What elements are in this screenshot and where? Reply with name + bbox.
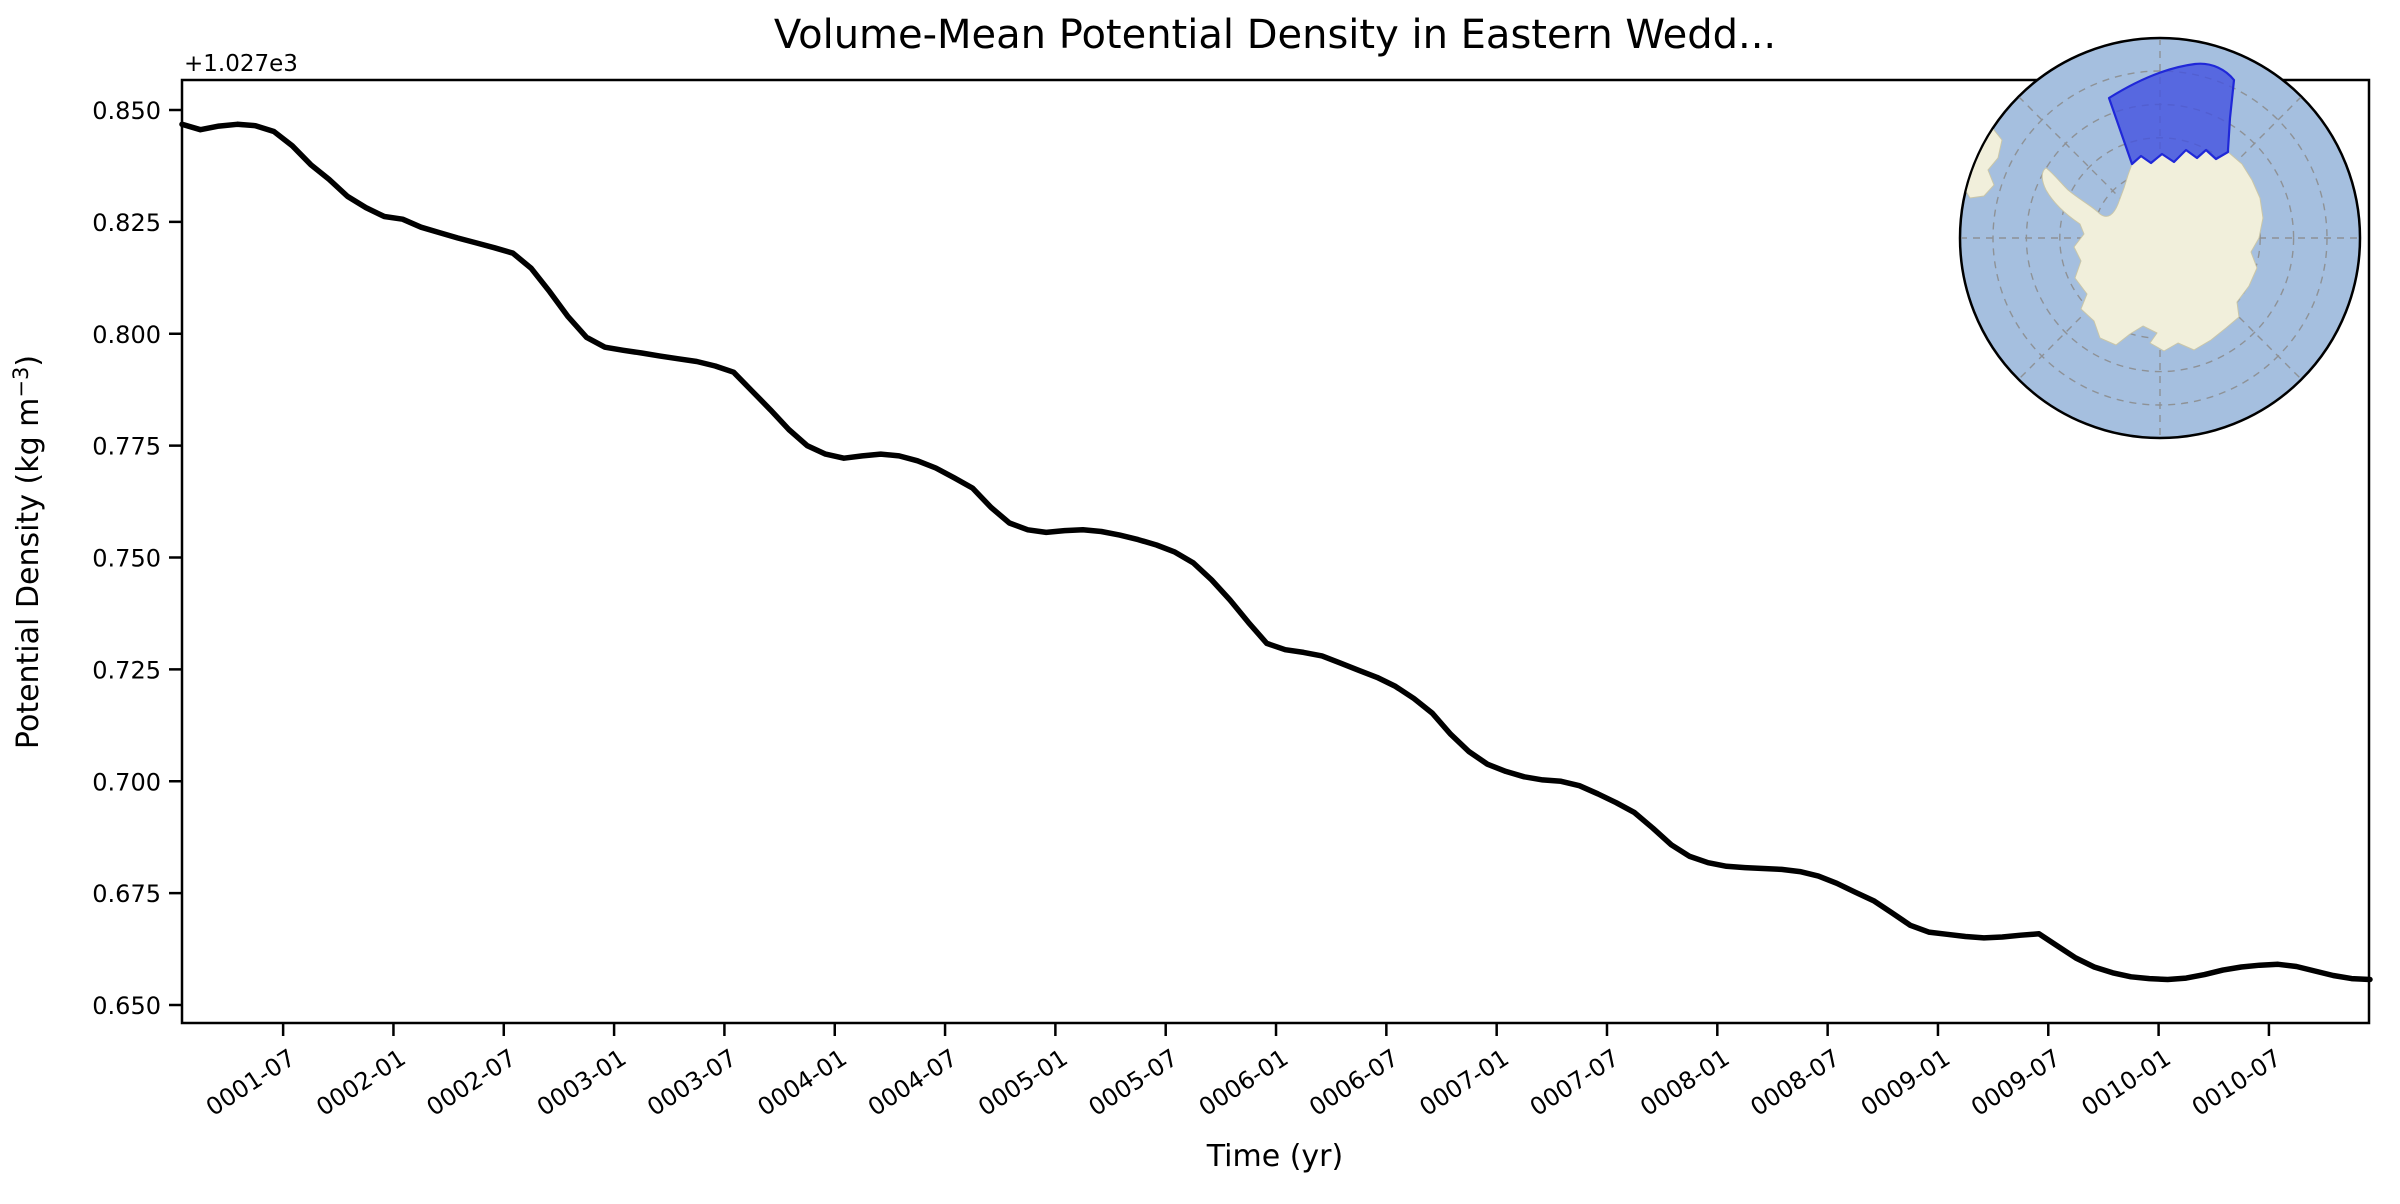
x-tick-label: 0010-07 (2187, 1044, 2286, 1122)
x-tick-label: 0007-01 (1415, 1044, 1514, 1122)
y-tick-label: 0.750 (92, 545, 161, 573)
x-tick-label: 0007-07 (1525, 1044, 1624, 1122)
y-tick-label: 0.725 (92, 656, 161, 684)
y-tick-label: 0.650 (92, 992, 161, 1020)
highlighted-region-eastern-weddell (2107, 62, 2236, 166)
y-tick-label: 0.700 (92, 768, 161, 796)
x-tick-label: 0005-01 (973, 1044, 1072, 1122)
x-tick-label: 0006-01 (1194, 1044, 1293, 1122)
x-tick-label: 0004-07 (863, 1044, 962, 1122)
y-tick-label: 0.775 (92, 433, 161, 461)
y-tick-label: 0.850 (92, 97, 161, 125)
antarctica-landmass (2041, 149, 2264, 352)
x-tick-label: 0010-01 (2077, 1044, 2176, 1122)
density-line (179, 121, 2373, 983)
x-tick-label: 0002-01 (311, 1044, 410, 1122)
x-tick-label: 0004-01 (753, 1044, 852, 1122)
x-tick-label: 0009-07 (1966, 1044, 2065, 1122)
y-axis-ticks: 0.850 0.825 0.800 0.775 0.750 0.725 0.700 0.675… (92, 97, 182, 1020)
y-tick-label: 0.675 (92, 880, 161, 908)
x-tick-label: 0006-07 (1304, 1044, 1403, 1122)
x-tick-label: 0003-07 (642, 1044, 741, 1122)
x-tick-label: 0003-01 (532, 1044, 631, 1122)
y-axis-offset-text: +1.027e3 (184, 51, 298, 77)
x-axis-ticks: 0001-07 0002-01 0002-07 0003-01 0003-07 0004-… (201, 1023, 2286, 1122)
y-axis-label: Potential Density (kg m−3) (9, 355, 46, 749)
x-tick-label: 0002-07 (422, 1044, 521, 1122)
x-axis-label: Time (yr) (1206, 1139, 1343, 1174)
x-tick-label: 0009-01 (1856, 1044, 1955, 1122)
y-tick-label: 0.825 (92, 209, 161, 237)
y-tick-label: 0.800 (92, 321, 161, 349)
x-tick-label: 0008-01 (1635, 1044, 1734, 1122)
x-tick-label: 0001-07 (201, 1044, 300, 1122)
antarctica-inset-map (1958, 36, 2362, 440)
chart-title: Volume-Mean Potential Density in Eastern… (774, 12, 1776, 58)
x-tick-label: 0008-07 (1746, 1044, 1845, 1122)
x-tick-label: 0005-07 (1084, 1044, 1183, 1122)
